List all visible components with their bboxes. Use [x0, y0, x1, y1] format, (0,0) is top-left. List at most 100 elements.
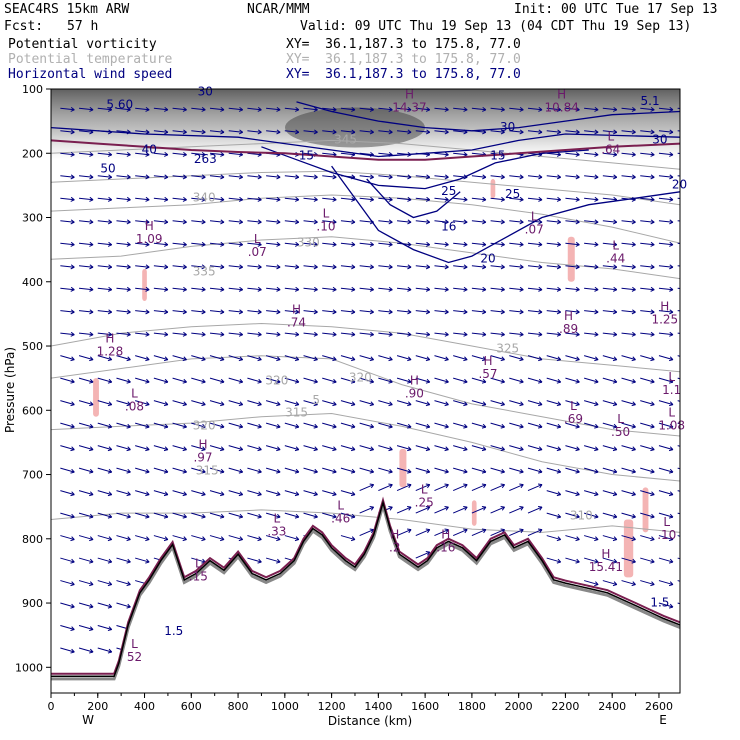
wind-vector — [340, 152, 356, 156]
field-xy-pv: XY= 36.1,187.3 to 175.8, 77.0 — [286, 37, 521, 52]
wind-vector — [284, 265, 299, 268]
wind-vector-head — [332, 196, 337, 202]
wind-vector — [565, 490, 580, 496]
wind-vector — [397, 265, 412, 268]
wind-vector — [378, 467, 393, 473]
fcst-value: 57 h — [67, 19, 99, 34]
wind-vector-head — [650, 491, 655, 497]
wind-vector-head — [463, 356, 468, 362]
wind-vector — [79, 220, 94, 223]
wind-vector-head — [594, 331, 599, 337]
pink-region — [471, 500, 477, 526]
wind-vector — [78, 580, 94, 586]
wind-vector — [602, 332, 617, 336]
wind-vector — [546, 445, 561, 451]
wind-vector — [284, 242, 299, 246]
wind-vector-head — [201, 468, 206, 474]
wind-vector-head — [369, 378, 375, 384]
wind-vector-head — [575, 513, 580, 519]
wind-vector — [266, 130, 281, 133]
wind-vector — [453, 377, 468, 383]
wind-vector-head — [276, 174, 281, 180]
wind-vector-head — [220, 378, 225, 384]
wind-vector-head — [107, 378, 113, 384]
wind-vector-head — [425, 446, 431, 452]
wind-vector — [191, 422, 206, 428]
contour-label: 40 — [142, 142, 157, 156]
wind-vector — [415, 130, 430, 133]
wind-vector — [284, 355, 299, 361]
wind-vector — [97, 535, 112, 541]
wind-vector — [153, 242, 168, 246]
extremum-value: .57 — [478, 367, 497, 381]
wind-vector — [396, 467, 412, 473]
extremum-high-marker: H — [105, 332, 114, 346]
wind-vector-head — [145, 331, 150, 337]
wind-vector-head — [556, 513, 562, 519]
wind-vector — [621, 355, 636, 361]
y-tick-label: 700 — [22, 469, 43, 482]
wind-vector — [546, 152, 561, 156]
wind-vector — [565, 287, 580, 291]
wind-vector-head — [89, 264, 94, 270]
wind-vector — [191, 512, 206, 518]
contour-label: 16 — [441, 219, 456, 233]
wind-vector-head — [276, 286, 281, 292]
wind-vector-head — [313, 309, 318, 315]
wind-vector-head — [145, 309, 150, 315]
wind-vector-head — [332, 468, 337, 474]
wind-vector-head — [201, 151, 206, 157]
wind-vector — [546, 130, 561, 133]
wind-vector — [340, 265, 356, 268]
x-tick-label: 1200 — [318, 700, 346, 713]
wind-vector-head — [669, 106, 674, 112]
wind-vector-head — [107, 648, 113, 654]
wind-vector — [340, 310, 356, 313]
wind-vector — [135, 220, 150, 223]
wind-vector — [228, 535, 243, 541]
wind-vector — [209, 310, 225, 313]
wind-vector-head — [294, 196, 300, 202]
wind-vector-head — [126, 219, 131, 225]
wind-vector — [565, 175, 580, 178]
wind-vector-head — [220, 446, 225, 452]
wind-vector — [78, 445, 94, 451]
wind-vector-head — [444, 241, 449, 247]
wind-vector — [359, 107, 374, 111]
extremum-value: 52 — [127, 650, 142, 664]
wind-vector — [153, 445, 169, 451]
wind-vector — [60, 332, 75, 336]
wind-vector-head — [594, 174, 599, 180]
wind-vector-head — [612, 151, 618, 157]
wind-vector-head — [70, 174, 75, 180]
wind-vector — [602, 175, 617, 178]
wind-vector — [397, 242, 412, 246]
wind-vector-head — [332, 356, 337, 362]
wind-vector — [247, 175, 262, 178]
wind-vector-head — [500, 106, 505, 112]
wind-vector — [172, 130, 187, 133]
wind-vector — [284, 310, 299, 313]
wind-vector-head — [294, 264, 300, 270]
wind-vector — [527, 400, 543, 406]
wind-vector — [79, 265, 94, 268]
wind-vector-head — [425, 468, 431, 474]
wind-vector-head — [163, 356, 169, 362]
wind-vector-head — [594, 513, 599, 519]
wind-vector-head — [369, 483, 375, 489]
wind-vector — [546, 467, 561, 473]
wind-vector — [60, 602, 75, 608]
wind-vector — [640, 512, 655, 518]
wind-vector — [191, 332, 206, 336]
wind-vector — [658, 197, 674, 201]
y-tick-label: 800 — [22, 533, 43, 546]
wind-vector-head — [688, 357, 692, 361]
wind-vector-head — [575, 106, 580, 112]
wind-vector-head — [257, 536, 262, 542]
wind-vector-head — [369, 151, 374, 157]
contour-label: 1.5 — [650, 595, 669, 609]
wind-contour-10 — [51, 126, 680, 158]
contour-label: 30 — [198, 84, 213, 98]
wind-vector — [397, 310, 412, 313]
pv-contour — [51, 139, 680, 161]
